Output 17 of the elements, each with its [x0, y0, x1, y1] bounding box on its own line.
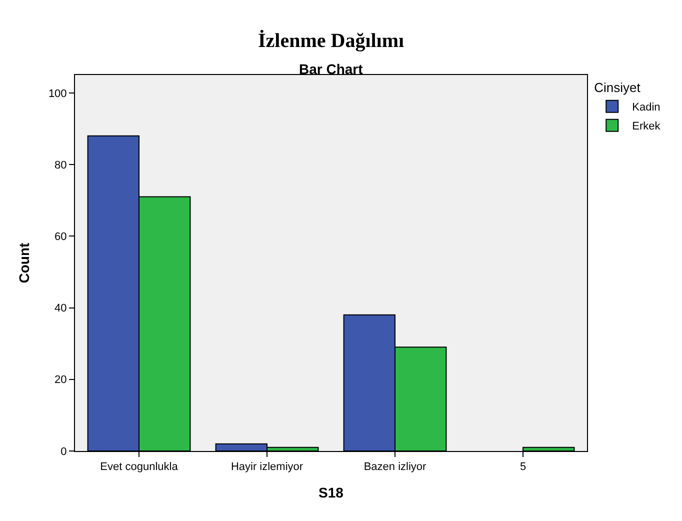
y-tick-label: 100 [48, 88, 67, 100]
legend-label: Erkek [632, 120, 661, 133]
chart-subtitle: Bar Chart [299, 61, 364, 77]
x-tick-label: Hayir izlemiyor [230, 461, 304, 474]
y-tick-label: 20 [54, 374, 67, 386]
y-tick-label: 80 [54, 159, 67, 172]
y-tick-label: 40 [54, 302, 67, 315]
x-tick-label: Evet cogunlukla [100, 461, 179, 474]
y-tick-label: 0 [60, 446, 67, 458]
y-tick-label: 60 [54, 230, 67, 243]
x-tick-label: Bazen izliyor [364, 461, 427, 474]
chart-title: İzlenme Dağılımı [258, 29, 405, 52]
y-axis-title: Count [16, 242, 32, 284]
x-tick-label: 5 [520, 461, 526, 474]
legend-title: Cinsiyet [594, 80, 641, 95]
legend-label: Kadin [632, 102, 660, 114]
x-axis-title: S18 [318, 484, 344, 500]
